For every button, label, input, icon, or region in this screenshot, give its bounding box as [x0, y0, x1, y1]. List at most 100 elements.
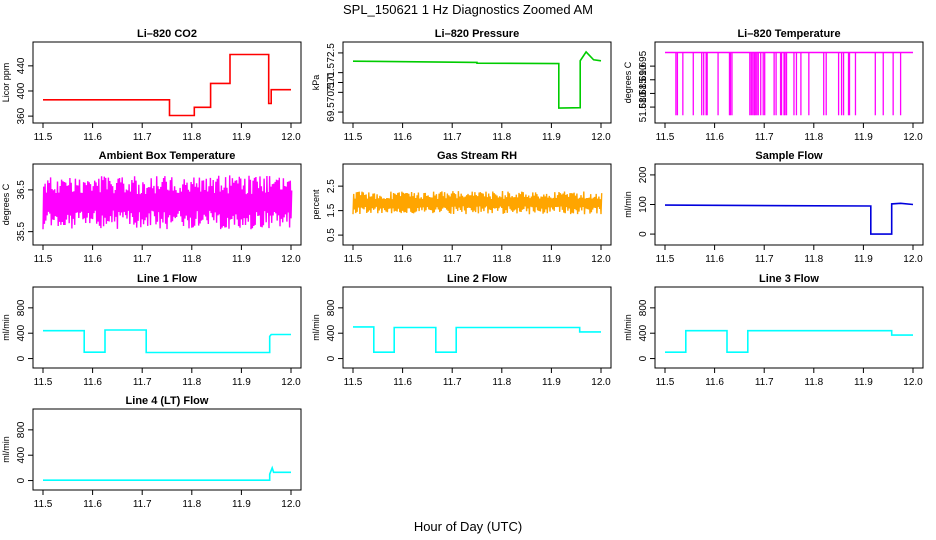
y-tick-label: 51.680: [638, 91, 649, 122]
panel-title: Li–820 Pressure: [435, 28, 519, 40]
x-tick-label: 11.7: [133, 254, 152, 265]
x-tick-label: 11.8: [804, 132, 823, 143]
plot-area: [43, 53, 291, 117]
y-tick-label: 360: [16, 107, 27, 124]
x-tick-label: 11.7: [133, 377, 152, 388]
x-tick-label: 12.0: [281, 254, 301, 265]
x-tick-label: 12.0: [281, 132, 301, 143]
x-tick-label: 11.9: [232, 254, 251, 265]
x-tick-label: 11.9: [542, 132, 561, 143]
x-tick-label: 11.5: [34, 499, 53, 510]
x-tick-label: 11.7: [133, 499, 152, 510]
x-tick-label: 11.6: [83, 132, 102, 143]
y-axis-label: ml/min: [1, 436, 11, 463]
x-tick-label: 11.7: [443, 377, 462, 388]
plot-frame: [342, 41, 612, 124]
x-tick-label: 11.9: [232, 132, 251, 143]
y-tick-label: 0: [16, 355, 27, 361]
y-axis-label: degrees C: [623, 61, 633, 103]
chart-panel: Sample Flow 11.5 11.6 11.7 11.8 11.9 12.0 0 100 2…: [623, 150, 924, 265]
x-tick-label: 12.0: [281, 499, 301, 510]
y-tick-label: 71.5: [326, 62, 337, 82]
y-axis-label: percent: [311, 189, 321, 220]
y-axis-label: kPa: [311, 75, 321, 91]
plot-area: [43, 465, 291, 482]
x-tick-label: 12.0: [903, 254, 923, 265]
x-tick-label: 11.6: [705, 377, 724, 388]
x-tick-label: 11.5: [656, 254, 675, 265]
y-tick-label: 0.5: [326, 228, 337, 242]
chart-panel: Li–820 Pressure 11.5 11.6 11.7 11.8 11.9 12.0 6…: [311, 28, 612, 143]
y-tick-label: 800: [638, 299, 649, 316]
y-tick-label: 440: [16, 57, 27, 74]
x-tick-label: 11.6: [393, 377, 412, 388]
y-axis-label: ml/min: [623, 314, 633, 341]
panel-title: Sample Flow: [755, 150, 823, 162]
x-tick-label: 11.9: [232, 499, 251, 510]
y-tick-label: 0: [638, 231, 649, 237]
series-line: [43, 465, 291, 482]
panel-title: Gas Stream RH: [437, 150, 517, 162]
plot-frame: [32, 41, 302, 124]
panel-title: Line 1 Flow: [137, 273, 197, 285]
y-tick-label: 1.5: [326, 203, 337, 217]
y-tick-label: 2.5: [326, 179, 337, 193]
series-line: [665, 329, 913, 354]
panel-title: Li–820 Temperature: [737, 28, 840, 40]
figure-title: SPL_150621 1 Hz Diagnostics Zoomed AM: [343, 2, 593, 17]
y-tick-label: 0: [16, 477, 27, 483]
x-tick-label: 11.5: [344, 132, 363, 143]
x-tick-label: 11.5: [34, 132, 53, 143]
x-tick-label: 11.5: [344, 377, 363, 388]
y-tick-label: 36.5: [16, 180, 27, 200]
x-tick-label: 11.8: [492, 254, 511, 265]
panel-title: Line 3 Flow: [759, 273, 819, 285]
x-tick-label: 11.6: [83, 377, 102, 388]
y-tick-label: 72.5: [326, 43, 337, 63]
x-tick-label: 11.7: [133, 132, 152, 143]
plot-frame: [32, 163, 302, 246]
y-tick-label: 100: [638, 196, 649, 213]
plot-area: [664, 202, 914, 235]
panel-title: Line 4 (LT) Flow: [126, 395, 209, 407]
series-line: [353, 326, 601, 354]
y-tick-label: 69.5: [326, 102, 337, 122]
y-axis-label: ml/min: [311, 314, 321, 341]
x-tick-label: 12.0: [591, 254, 611, 265]
plot-area: [665, 51, 913, 116]
panel-title: Ambient Box Temperature: [99, 150, 236, 162]
plot-frame: [32, 408, 302, 491]
x-tick-label: 12.0: [281, 377, 301, 388]
x-tick-label: 11.8: [492, 132, 511, 143]
y-tick-label: 51.695: [638, 50, 649, 81]
x-tick-label: 11.6: [393, 132, 412, 143]
chart-panel: Ambient Box Temperature 11.5 11.6 11.7 11.8 1…: [1, 150, 302, 265]
x-tick-label: 12.0: [903, 377, 923, 388]
x-tick-label: 11.7: [443, 254, 462, 265]
x-tick-label: 11.8: [492, 377, 511, 388]
x-tick-label: 11.7: [755, 132, 774, 143]
x-tick-label: 11.6: [705, 254, 724, 265]
x-tick-label: 11.9: [854, 132, 873, 143]
y-tick-label: 400: [16, 324, 27, 341]
y-axis-label: Licor ppm: [1, 63, 11, 103]
y-tick-label: 71.0: [326, 72, 337, 92]
figure-x-axis-label: Hour of Day (UTC): [414, 519, 522, 534]
x-tick-label: 11.9: [542, 377, 561, 388]
series-line: [352, 50, 602, 109]
series-line: [43, 329, 291, 354]
y-tick-label: 400: [638, 324, 649, 341]
y-tick-label: 400: [16, 82, 27, 99]
y-tick-label: 0: [326, 355, 337, 361]
y-tick-label: 800: [16, 421, 27, 438]
chart-panel: Gas Stream RH 11.5 11.6 11.7 11.8 11.9 12.0 0.5…: [311, 150, 612, 265]
chart-panel: Line 4 (LT) Flow 11.5 11.6 11.7 11.8 11.9 12.0…: [1, 395, 302, 510]
y-tick-label: 400: [16, 446, 27, 463]
chart-panel: Line 1 Flow 11.5 11.6 11.7 11.8 11.9 12.0 0 400 8…: [1, 273, 302, 388]
x-tick-label: 11.8: [804, 377, 823, 388]
plot-area: [665, 329, 913, 354]
x-tick-label: 11.5: [656, 132, 675, 143]
y-tick-label: 800: [16, 299, 27, 316]
plot-frame: [342, 163, 612, 246]
